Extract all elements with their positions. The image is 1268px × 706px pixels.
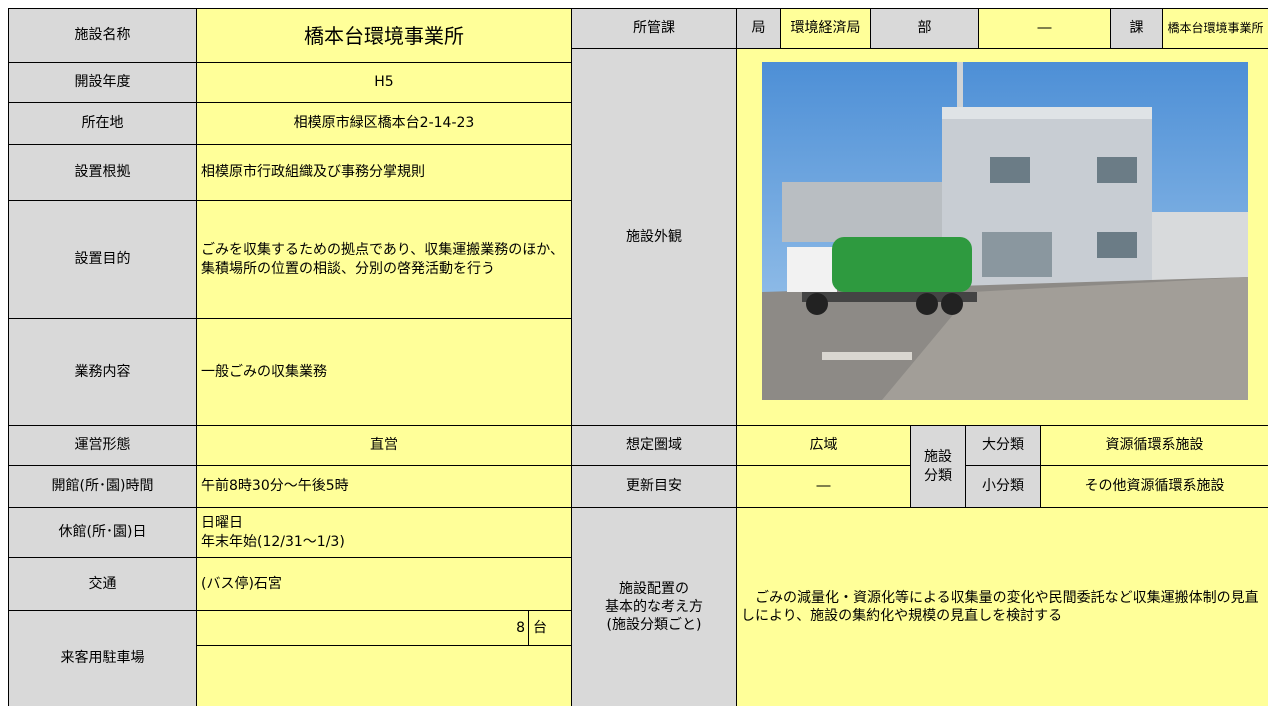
field-label: 更新目安 — [571, 465, 737, 508]
field-value: 8 — [196, 610, 572, 646]
field-label: 大分類 — [965, 425, 1041, 466]
field-label: 業務内容 — [8, 318, 197, 426]
field-label: 想定圏域 — [571, 425, 737, 466]
field-value: 直営 — [196, 425, 572, 466]
facility-photo — [762, 62, 1248, 400]
field-value: 一般ごみの収集業務 — [196, 318, 572, 426]
field-value: 相模原市緑区橋本台2-14-23 — [196, 102, 572, 145]
field-value: ― — [736, 465, 911, 508]
field-label: 小分類 — [965, 465, 1041, 508]
field-value: 橋本台環境事業所 — [196, 8, 572, 63]
field-label: 部 — [870, 8, 979, 49]
field-label-line: 分類 — [924, 467, 952, 484]
field-label: 運営形態 — [8, 425, 197, 466]
field-label-line: (施設分類ごと) — [606, 617, 702, 634]
field-label: 交通 — [8, 557, 197, 611]
field-value: ごみを収集するための拠点であり、収集運搬業務のほか、集積場所の位置の相談、分別の… — [196, 200, 572, 319]
field-value: ごみの減量化・資源化等による収集量の変化や民間委託など収集運搬体制の見直しにより… — [736, 507, 1268, 706]
field-value: 環境経済局 — [780, 8, 871, 49]
field-label-line: 施設 — [924, 449, 952, 466]
field-value: H5 — [196, 62, 572, 103]
field-value: 日曜日 年末年始(12/31～1/3) — [196, 507, 572, 558]
field-value: 相模原市行政組織及び事務分掌規則 — [196, 144, 572, 201]
field-label: 施設 分類 — [910, 425, 966, 508]
field-label: 局 — [736, 8, 781, 49]
field-value — [196, 645, 572, 706]
field-value: 午前8時30分～午後5時 — [196, 465, 572, 508]
field-value-line: 日曜日 — [201, 515, 243, 532]
field-value: 広域 — [736, 425, 911, 466]
field-value: 資源循環系施設 — [1040, 425, 1268, 466]
field-label: 開館(所･園)時間 — [8, 465, 197, 508]
field-label: 施設配置の 基本的な考え方 (施設分類ごと) — [571, 507, 737, 706]
field-label: 所管課 — [571, 8, 737, 49]
field-unit: 台 — [528, 610, 572, 646]
field-label: 休館(所･園)日 — [8, 507, 197, 558]
field-label: 来客用駐車場 — [8, 610, 197, 706]
field-label: 開設年度 — [8, 62, 197, 103]
field-value: ― — [978, 8, 1111, 49]
field-label: 施設名称 — [8, 8, 197, 63]
field-label: 設置目的 — [8, 200, 197, 319]
field-value-line: 年末年始(12/31～1/3) — [201, 533, 345, 550]
field-label: 設置根拠 — [8, 144, 197, 201]
field-value: その他資源循環系施設 — [1040, 465, 1268, 508]
field-label: 施設外観 — [571, 48, 737, 426]
field-label: 課 — [1110, 8, 1163, 49]
field-value: 橋本台環境事業所 — [1162, 8, 1268, 49]
field-label-line: 基本的な考え方 — [605, 598, 703, 615]
field-value: (バス停)石宮 — [196, 557, 572, 611]
field-label: 所在地 — [8, 102, 197, 145]
field-label-line: 施設配置の — [619, 580, 689, 597]
